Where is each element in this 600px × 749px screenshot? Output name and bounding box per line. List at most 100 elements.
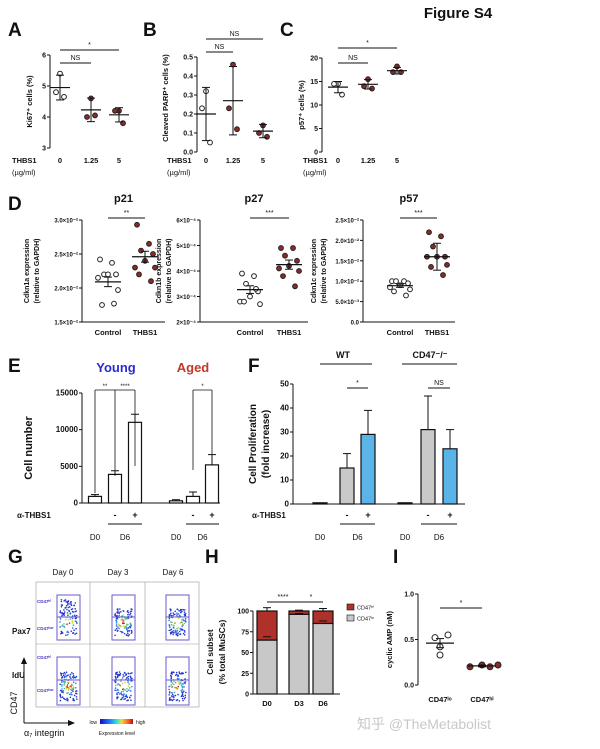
flow-event	[176, 612, 178, 614]
flow-event	[69, 685, 71, 688]
flow-event	[75, 690, 78, 692]
day-label: D6	[352, 533, 363, 542]
flow-event	[170, 612, 172, 615]
flow-event	[127, 629, 129, 632]
flow-event	[114, 687, 117, 689]
data-point	[95, 274, 101, 281]
flow-event	[73, 604, 75, 607]
flow-event	[174, 622, 176, 624]
y-tick-label: 0.5	[183, 55, 193, 62]
data-point	[138, 247, 144, 254]
flow-event	[125, 694, 128, 696]
flow-event	[130, 608, 132, 610]
flow-event	[66, 600, 69, 603]
flow-event	[172, 631, 175, 634]
row-label-pax7: Pax7	[12, 627, 31, 636]
flow-event	[120, 698, 122, 701]
flow-event	[114, 629, 117, 632]
flow-event	[123, 632, 126, 635]
flow-event	[130, 699, 132, 701]
legend-label: CD47ʰⁱ	[357, 604, 374, 612]
watermark: 知乎 @TheMetabolist	[357, 716, 491, 732]
flow-event	[120, 691, 123, 693]
flow-event	[184, 696, 187, 699]
flow-event	[75, 675, 78, 678]
significance-label: ***	[265, 210, 273, 217]
figure-title: Figure S4	[424, 5, 493, 22]
flow-event	[168, 692, 171, 694]
significance-label: **	[103, 384, 108, 390]
flow-event	[127, 681, 129, 683]
treatment-sign: -	[114, 510, 117, 520]
bar	[87, 495, 103, 504]
x-axis-label: THBS1	[303, 156, 328, 165]
data-point	[494, 661, 502, 669]
data-point	[257, 301, 263, 308]
y-tick-label: 0.4	[183, 74, 193, 81]
significance-label: NS	[434, 380, 444, 387]
y-tick-label: 40	[280, 404, 289, 413]
y-tick-label: 0.3	[183, 93, 193, 100]
flow-event	[171, 692, 173, 694]
flow-event	[68, 622, 71, 624]
flow-event	[66, 608, 68, 611]
flow-event	[181, 625, 183, 627]
flow-event	[63, 682, 66, 684]
flow-event	[65, 687, 68, 690]
flow-event	[177, 626, 180, 629]
flow-event	[66, 697, 68, 700]
significance-label: NS	[215, 44, 225, 51]
flow-event	[181, 692, 184, 694]
flow-event	[176, 630, 178, 632]
chart-title: p27	[245, 193, 264, 205]
data-point	[247, 293, 253, 300]
flow-event	[114, 676, 117, 679]
flow-event	[124, 697, 127, 700]
data-point	[280, 273, 286, 280]
flow-event	[71, 693, 73, 696]
flow-event	[179, 611, 182, 614]
flow-event	[170, 695, 173, 697]
flow-event	[174, 694, 177, 697]
data-point	[391, 288, 397, 295]
flow-event	[118, 671, 121, 673]
flow-event	[180, 608, 182, 611]
flow-event	[118, 673, 121, 676]
flow-event	[115, 624, 118, 626]
colorbar-low-label: low	[89, 720, 97, 726]
y-tick-label: 5.0×10⁻³	[335, 299, 359, 306]
flow-event	[170, 681, 173, 683]
y-tick-label: 1.0×10⁻²	[335, 279, 359, 286]
data-point	[444, 631, 452, 639]
flow-event	[120, 631, 123, 634]
flow-event	[71, 617, 74, 620]
flow-event	[115, 625, 118, 627]
flow-event	[178, 614, 181, 617]
gate-label: CD47ˡᵒʷ	[37, 688, 54, 693]
flow-event	[183, 690, 185, 692]
flow-event	[75, 627, 77, 630]
flow-event	[63, 609, 65, 611]
significance-label: ****	[120, 384, 130, 390]
bar-segment-cd47lo	[256, 639, 278, 695]
data-point	[393, 278, 399, 285]
data-point	[136, 271, 142, 278]
flow-event	[180, 621, 183, 624]
x-tick-label: THBS1	[133, 328, 158, 337]
data-point	[294, 257, 300, 264]
flow-event	[178, 610, 180, 612]
flow-event	[127, 677, 130, 680]
legend-swatch-cd47hi	[346, 603, 355, 611]
x-tick-label: THBS1	[277, 328, 302, 337]
data-point	[264, 133, 270, 140]
y-tick-label: 20	[310, 56, 318, 63]
flow-event	[130, 685, 133, 688]
gate-box	[165, 656, 190, 706]
flow-event	[175, 631, 178, 634]
x-tick-label: D0	[262, 699, 272, 708]
y-axis-label: Cdkn1b expression	[156, 239, 163, 304]
flow-event	[61, 614, 63, 617]
flow-event	[72, 688, 74, 691]
flow-event	[173, 695, 175, 697]
flow-event	[182, 695, 185, 698]
